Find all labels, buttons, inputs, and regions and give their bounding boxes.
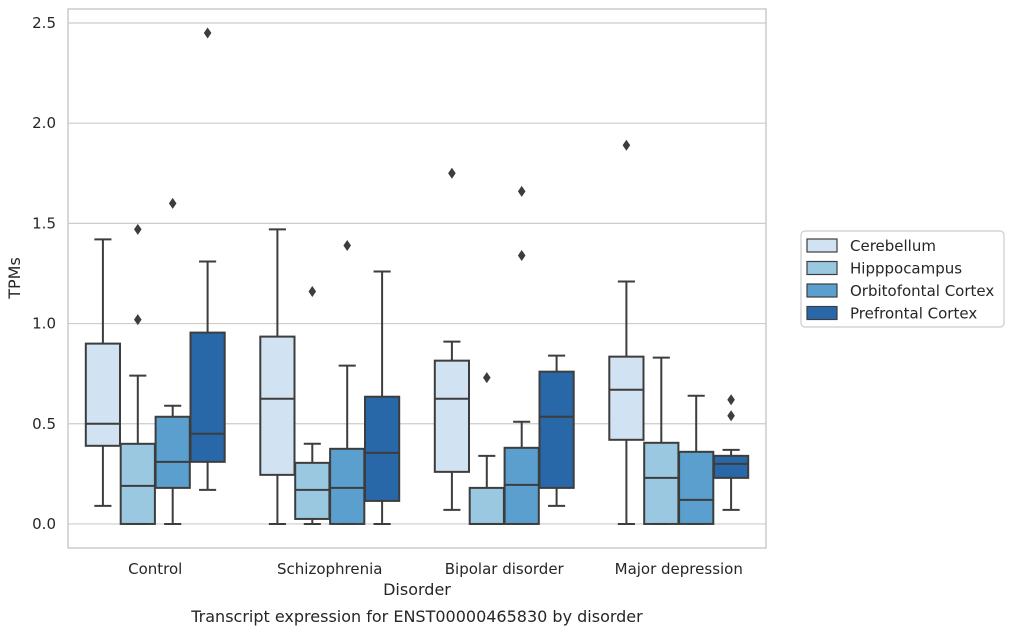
legend: Cerebellum Hipppocampus Orbitofontal Corte… <box>800 230 1005 328</box>
legend-frame <box>800 230 1005 328</box>
outlier-point <box>517 249 526 261</box>
y-tick-label: 1.0 <box>32 315 56 333</box>
box-group <box>433 167 471 511</box>
y-axis-label: TPMs <box>5 257 24 300</box>
box-group <box>678 394 715 525</box>
box-rect <box>363 395 401 502</box>
outlier-point <box>168 197 177 209</box>
outlier-point <box>727 394 735 406</box>
box-rect <box>678 450 715 525</box>
chart-caption: Transcript expression for ENST0000046583… <box>190 607 643 626</box>
plot-area <box>67 8 767 549</box>
outlier-point <box>308 286 317 298</box>
x-tick-label: Control <box>128 560 182 578</box>
x-axis: Control Schizophrenia Bipolar disorder Majo… <box>128 560 743 578</box>
y-tick-label: 1.5 <box>32 214 56 232</box>
y-tick-label: 0.0 <box>32 515 56 533</box>
box-group <box>329 239 366 525</box>
x-tick-label: Schizophrenia <box>277 560 382 578</box>
legend-swatch <box>806 283 838 298</box>
x-tick-label: Bipolar disorder <box>445 560 565 578</box>
box-rect <box>503 446 540 525</box>
outlier-point <box>203 27 212 39</box>
x-tick-label: Major depression <box>615 560 743 578</box>
box-rect <box>294 461 331 520</box>
box-rect <box>712 454 750 479</box>
box-group <box>119 223 156 525</box>
box-rect <box>189 331 226 463</box>
box-group <box>538 354 575 507</box>
x-axis-label: Disorder <box>383 580 451 599</box>
y-axis: 0.0 0.5 1.0 1.5 2.0 2.5 <box>32 14 56 533</box>
box-group <box>608 139 645 525</box>
plot-frame <box>67 8 767 549</box>
legend-label: Hipppocampus <box>850 260 962 278</box>
box-group <box>294 286 331 525</box>
outlier-point <box>343 239 351 251</box>
legend-label: Orbitofontal Cortex <box>850 282 994 300</box>
box-group <box>503 185 540 525</box>
box-group <box>259 228 296 525</box>
box-group <box>84 238 122 507</box>
box-group <box>363 270 401 525</box>
legend-label: Cerebellum <box>850 237 936 255</box>
y-tick-label: 0.5 <box>32 415 56 433</box>
outlier-point <box>134 314 142 326</box>
box-rect <box>608 355 645 441</box>
outlier-point <box>448 167 456 179</box>
box-rect <box>433 359 471 473</box>
box-rect <box>119 442 156 525</box>
outlier-point <box>727 410 735 422</box>
legend-swatch <box>806 260 838 276</box>
legend-swatch <box>806 305 838 321</box>
y-tick-label: 2.0 <box>32 114 56 132</box>
outlier-point <box>622 139 631 151</box>
legend-swatch <box>806 238 838 253</box>
box-group <box>468 372 505 525</box>
box-rect <box>259 335 296 476</box>
box-rect <box>84 342 122 447</box>
box-rect <box>538 370 575 489</box>
box-rect <box>154 415 191 489</box>
outlier-point <box>517 185 526 197</box>
outlier-point <box>134 223 142 235</box>
y-tick-label: 2.5 <box>32 14 56 32</box>
legend-label: Prefrontal Cortex <box>850 305 977 323</box>
box-group <box>643 356 680 525</box>
outlier-point <box>483 372 491 384</box>
box-rect <box>329 447 366 525</box>
box-group <box>712 394 750 511</box>
box-group <box>189 27 226 491</box>
box-group <box>154 197 191 525</box>
box-rect <box>468 486 505 525</box>
box-rect <box>643 441 680 525</box>
